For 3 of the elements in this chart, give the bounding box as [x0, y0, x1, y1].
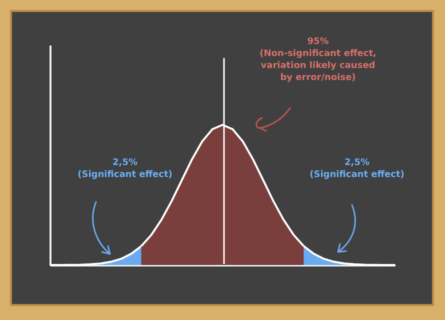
annotation: 2,5% (Significant effect): [310, 158, 404, 180]
annotation: 2,5% (Significant effect): [78, 158, 172, 180]
text: 95% (Non-significant effect, variation likely caused by error/noise): [260, 37, 376, 83]
